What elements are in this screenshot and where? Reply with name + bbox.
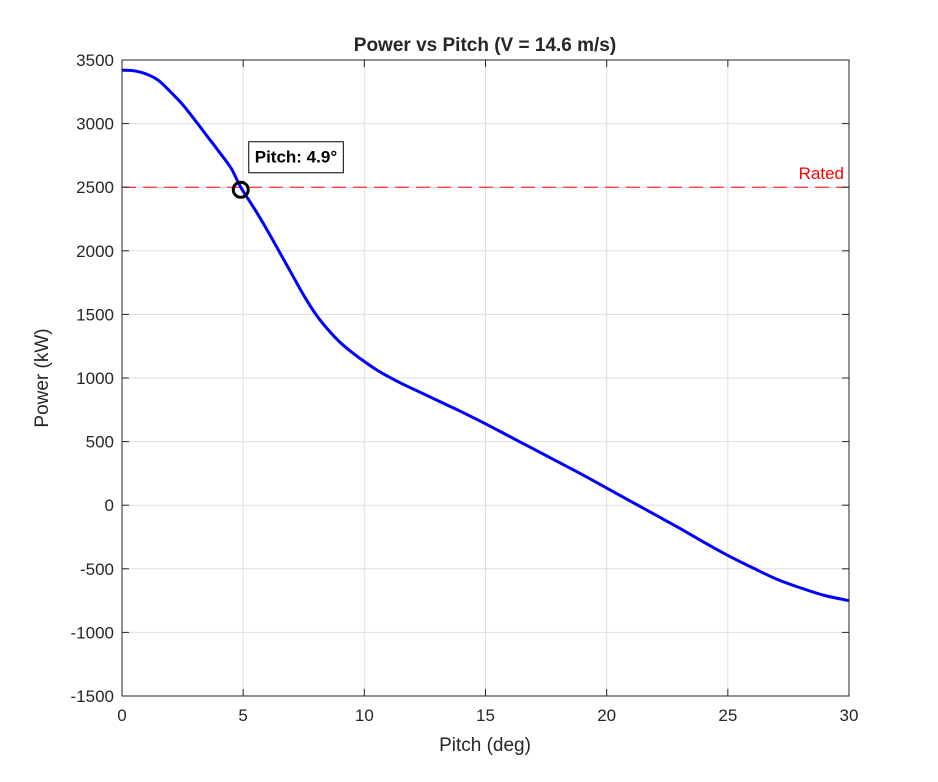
y-tick-label: 0 <box>105 496 114 515</box>
pitch-marker-group: Pitch: 4.9° <box>231 141 344 199</box>
x-tick-label: 0 <box>117 706 126 725</box>
series-group <box>121 68 850 603</box>
x-tick-label: 15 <box>476 706 495 725</box>
x-tick-label: 5 <box>238 706 247 725</box>
pitch-annotation-text: Pitch: 4.9° <box>255 148 338 167</box>
y-tick-label: -1500 <box>71 687 114 706</box>
ticks: 0 5 10 15 20 25 30 -1500 -1000 -500 0 500 1000 1500 20… <box>71 51 859 725</box>
x-tick-label: 25 <box>718 706 737 725</box>
y-tick-label: 2500 <box>76 178 114 197</box>
y-tick-label: 3000 <box>76 115 114 134</box>
pitch-marker <box>231 180 250 199</box>
x-tick-label: 20 <box>597 706 616 725</box>
chart-title: Power vs Pitch (V = 14.6 m/s) <box>354 35 616 56</box>
x-axis-label: Pitch (deg) <box>439 735 531 756</box>
y-tick-label: -1000 <box>71 623 114 642</box>
power-curve <box>121 68 850 603</box>
y-tick-label: 500 <box>86 433 114 452</box>
y-tick-label: 2000 <box>76 242 114 261</box>
rated-reference-line: Rated <box>122 164 849 188</box>
y-tick-label: -500 <box>80 560 114 579</box>
rated-label: Rated <box>799 164 844 183</box>
y-tick-label: 1500 <box>76 305 114 324</box>
y-axis-label: Power (kW) <box>32 328 53 427</box>
y-tick-label: 1000 <box>76 369 114 388</box>
pitch-annotation-box <box>248 141 344 174</box>
x-tick-label: 10 <box>355 706 374 725</box>
x-tick-label: 30 <box>840 706 859 725</box>
grid <box>122 60 849 696</box>
y-tick-label: 3500 <box>76 51 114 70</box>
